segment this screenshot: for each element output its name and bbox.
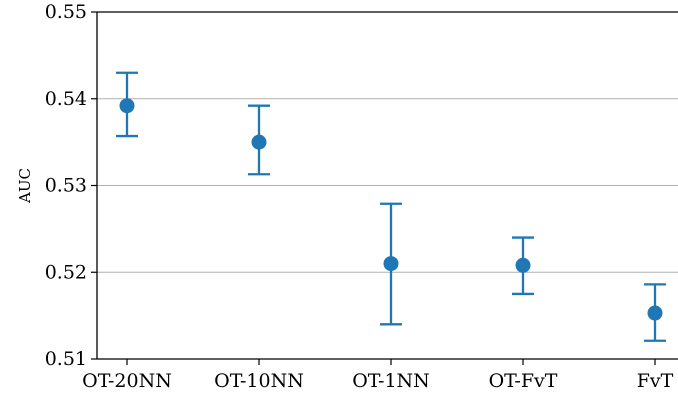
- x-tick-label-0: OT-20NN: [82, 370, 172, 392]
- x-tick-label-4: FvT: [637, 370, 674, 392]
- data-point-1: [251, 134, 267, 150]
- y-axis-label: AUC: [16, 168, 34, 204]
- y-tick-label-1: 0.52: [45, 261, 87, 283]
- y-tick-label-2: 0.53: [45, 175, 87, 197]
- y-tick-label-4: 0.55: [45, 1, 87, 23]
- y-ticks: 0.51 0.52 0.53 0.54 0.55: [45, 1, 97, 370]
- data-point-3: [515, 257, 531, 273]
- y-tick-label-0: 0.51: [45, 348, 87, 370]
- data-point-4: [647, 305, 663, 321]
- x-tick-label-2: OT-1NN: [352, 370, 430, 392]
- data-marks: [116, 71, 666, 342]
- data-point-2: [383, 256, 399, 272]
- x-tick-label-3: OT-FvT: [489, 370, 558, 392]
- x-ticks: OT-20NN OT-10NN OT-1NN OT-FvT FvT: [82, 359, 674, 392]
- data-point-0: [119, 98, 135, 114]
- x-tick-label-1: OT-10NN: [214, 370, 304, 392]
- y-tick-label-3: 0.54: [45, 88, 87, 110]
- gridlines: [97, 98, 678, 273]
